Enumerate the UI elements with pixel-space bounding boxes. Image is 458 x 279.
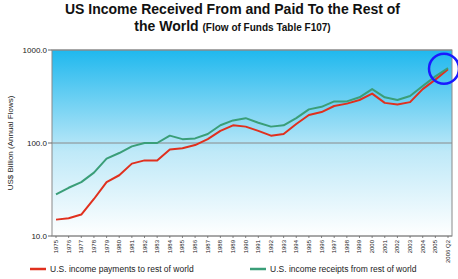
x-tick-mark: [106, 236, 107, 238]
grid-line: [52, 143, 452, 144]
x-tick-mark: [283, 236, 284, 238]
series-line: [56, 69, 448, 219]
x-tick-label: 1998: [344, 239, 350, 253]
x-tick-mark: [410, 236, 411, 238]
x-tick-label: 1999: [356, 239, 362, 253]
y-axis-label: US$ Billion (Annual Flows): [6, 95, 15, 190]
x-tick-label: 1992: [268, 239, 274, 253]
x-tick-label: 2003: [407, 239, 413, 253]
x-tick-label: 1976: [66, 239, 72, 253]
x-tick-label: 1995: [306, 239, 312, 253]
x-tick-label: 2004: [420, 239, 426, 253]
y-tick-label: 100.0: [27, 139, 48, 148]
grid-line: [52, 50, 452, 51]
y-tick-label: 10.0: [31, 232, 47, 241]
grid-line: [52, 236, 452, 237]
chart-svg: 10.0 100.0 1000.0 US$ Billion (Annual Flows…: [0, 0, 458, 279]
x-tick-mark: [157, 236, 158, 238]
subtitle: (Flow of Funds Table F107): [203, 22, 331, 33]
tick-mark: [48, 236, 52, 237]
x-tick-label: 1982: [142, 239, 148, 253]
x-tick-label: 1981: [129, 239, 135, 253]
x-tick-label: 1991: [255, 239, 261, 253]
x-tick-mark: [81, 236, 82, 238]
x-tick-label: 1984: [167, 239, 173, 253]
series-group: [56, 68, 448, 220]
x-tick-mark: [321, 236, 322, 238]
x-tick-mark: [296, 236, 297, 238]
x-tick-mark: [119, 236, 120, 238]
highlight-circle: [429, 54, 458, 84]
x-tick-label: 1990: [243, 239, 249, 253]
x-tick-label: 1996: [319, 239, 325, 253]
x-tick-mark: [220, 236, 221, 238]
plot-area: [52, 50, 452, 236]
x-tick-mark: [182, 236, 183, 238]
x-tick-mark: [144, 236, 145, 238]
x-tick-mark: [233, 236, 234, 238]
tick-mark: [48, 143, 52, 144]
x-tick-mark: [169, 236, 170, 238]
x-tick-mark: [422, 236, 423, 238]
x-tick-mark: [359, 236, 360, 238]
x-tick-label: 1988: [217, 239, 223, 253]
x-tick-mark: [207, 236, 208, 238]
x-tick-label: 1986: [192, 239, 198, 253]
x-tick-label: 1994: [293, 239, 299, 253]
legend-label: U.S. income receipts from rest of world: [270, 264, 417, 274]
x-tick-label: 1977: [78, 239, 84, 253]
x-tick-mark: [258, 236, 259, 238]
x-tick-label: 1978: [91, 239, 97, 253]
legend-swatch: [30, 268, 46, 271]
legend-label: U.S. income payments to rest of world: [50, 264, 194, 274]
x-tick-label: 1975: [53, 239, 59, 253]
x-tick-label: 1980: [116, 239, 122, 253]
x-tick-label: 1979: [104, 239, 110, 253]
x-tick-label: 1985: [179, 239, 185, 253]
x-tick-mark: [131, 236, 132, 238]
x-tick-label: 1989: [230, 239, 236, 253]
x-tick-label: 1997: [331, 239, 337, 253]
x-tick-mark: [384, 236, 385, 238]
x-tick-mark: [346, 236, 347, 238]
x-tick-mark: [195, 236, 196, 238]
legend-swatch: [250, 268, 266, 271]
x-tick-label: 2001: [382, 239, 388, 253]
x-tick-mark: [245, 236, 246, 238]
x-tick-label: 1993: [281, 239, 287, 253]
x-tick-mark: [372, 236, 373, 238]
x-tick-label: 2000: [369, 239, 375, 253]
x-tick-label: 1987: [205, 239, 211, 253]
title-block: US Income Received From and Paid To the …: [60, 1, 405, 36]
x-tick-mark: [56, 236, 57, 238]
x-tick-mark: [68, 236, 69, 238]
chart: US Income Received From and Paid To the …: [0, 0, 458, 279]
x-tick-label: 2006 Q2: [445, 239, 451, 263]
tick-mark: [48, 50, 52, 51]
x-tick-mark: [270, 236, 271, 238]
x-tick-label: 2005: [432, 239, 438, 253]
x-tick-label: 2002: [394, 239, 400, 253]
x-tick-mark: [435, 236, 436, 238]
x-tick-mark: [308, 236, 309, 238]
x-tick-mark: [334, 236, 335, 238]
x-tick-label: 1983: [154, 239, 160, 253]
x-tick-mark: [93, 236, 94, 238]
x-tick-mark: [448, 236, 449, 238]
x-tick-mark: [397, 236, 398, 238]
series-line: [56, 68, 448, 194]
y-tick-label: 1000.0: [23, 46, 48, 55]
